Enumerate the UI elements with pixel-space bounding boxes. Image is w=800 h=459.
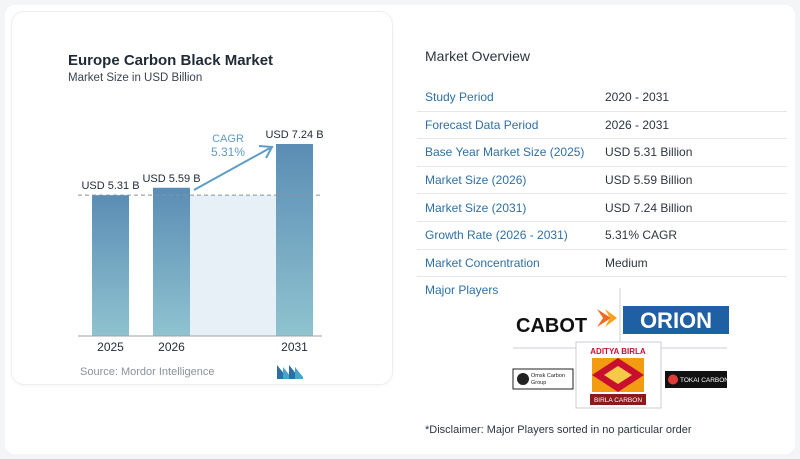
bar-2025 xyxy=(92,195,129,336)
bar-2031 xyxy=(276,144,313,336)
cagr-band xyxy=(190,195,276,336)
overview-value: USD 5.31 Billion xyxy=(593,138,787,167)
overview-row: Base Year Market Size (2025) USD 5.31 Bil… xyxy=(417,138,787,167)
cagr-arrow xyxy=(193,145,274,191)
overview-row: Market Size (2026) USD 5.59 Billion xyxy=(417,166,787,195)
overview-row: Study Period 2020 - 2031 xyxy=(417,84,787,112)
overview-value: 2026 - 2031 xyxy=(593,111,787,140)
data-label-2031: USD 7.24 B xyxy=(265,129,323,141)
x-tick-2025: 2025 xyxy=(97,340,124,354)
cagr-value: 5.31% xyxy=(211,145,245,159)
overview-key: Study Period xyxy=(417,84,593,112)
overview-key: Market Size (2026) xyxy=(417,166,593,195)
chart-subtitle: Market Size in USD Billion xyxy=(68,72,203,84)
overview-row: Market Concentration Medium xyxy=(417,249,787,278)
overview-key: Base Year Market Size (2025) xyxy=(417,138,593,167)
overview-row: Market Size (2031) USD 7.24 Billion xyxy=(417,193,787,222)
chart-title: Europe Carbon Black Market xyxy=(68,52,274,69)
major-players-title: Major Players xyxy=(425,283,499,297)
disclaimer-note: *Disclaimer: Major Players sorted in no … xyxy=(425,424,692,436)
mordor-intelligence-logo xyxy=(277,365,303,379)
cagr-arrow-line xyxy=(193,147,271,191)
data-label-2026: USD 5.59 B xyxy=(142,173,200,185)
overview-row: Forecast Data Period 2026 - 2031 xyxy=(417,111,787,140)
market-overview-table: Study Period 2020 - 2031 Forecast Data Per… xyxy=(417,84,787,278)
bar-chart: USD 5.31 B 2025 USD 5.59 B 2026 USD 7.24 B 20… xyxy=(78,129,324,354)
x-tick-2031: 2031 xyxy=(281,340,308,354)
overview-row: Growth Rate (2026 - 2031) 5.31% CAGR xyxy=(417,221,787,250)
data-label-2025: USD 5.31 B xyxy=(81,180,139,192)
overview-value: 2020 - 2031 xyxy=(593,84,787,112)
bar-2026 xyxy=(153,187,190,336)
overview-value: USD 7.24 Billion xyxy=(593,193,787,222)
overview-key: Market Concentration xyxy=(417,249,593,278)
overview-key: Market Size (2031) xyxy=(417,193,593,222)
overview-key: Forecast Data Period xyxy=(417,111,593,140)
overview-key: Growth Rate (2026 - 2031) xyxy=(417,221,593,250)
cagr-label: CAGR xyxy=(212,133,244,145)
overview-value: 5.31% CAGR xyxy=(593,221,787,250)
source-note: Source: Mordor Intelligence xyxy=(80,366,215,378)
cagr-arrow-head xyxy=(258,145,274,159)
overview-value: USD 5.59 Billion xyxy=(593,166,787,195)
overview-value: Medium xyxy=(593,249,787,278)
market-overview-title: Market Overview xyxy=(425,48,531,64)
x-tick-2026: 2026 xyxy=(158,340,185,354)
